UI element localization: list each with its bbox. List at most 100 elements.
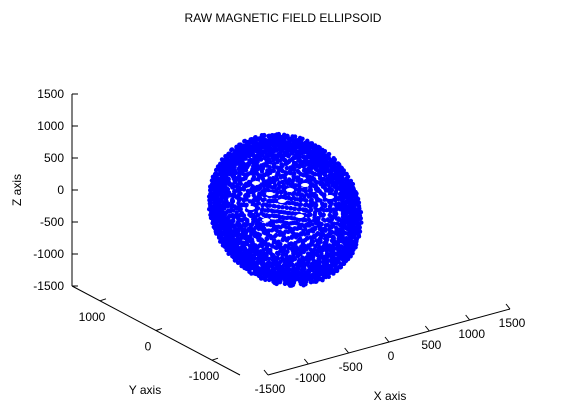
data-point <box>331 260 336 265</box>
data-point <box>312 247 317 252</box>
data-point <box>301 155 306 160</box>
data-point <box>269 179 274 185</box>
data-point <box>324 251 330 256</box>
data-point <box>287 140 292 145</box>
data-point <box>278 225 283 230</box>
data-point <box>279 174 284 179</box>
data-point <box>231 246 236 251</box>
data-point <box>339 232 344 238</box>
data-point <box>223 185 228 190</box>
data-point <box>312 270 317 276</box>
data-point <box>328 202 333 207</box>
data-point <box>322 264 327 269</box>
data-point <box>219 157 225 162</box>
data-point <box>243 183 249 189</box>
data-point <box>243 174 248 179</box>
data-point <box>238 181 243 186</box>
data-point <box>254 149 259 154</box>
data-point <box>232 189 237 194</box>
data-point <box>228 251 233 256</box>
data-point <box>272 209 277 214</box>
data-point <box>274 274 279 279</box>
data-point <box>225 247 230 252</box>
data-point <box>298 262 303 267</box>
data-point <box>274 213 279 219</box>
data-point <box>243 233 249 238</box>
data-point <box>306 162 311 167</box>
data-point <box>275 177 280 182</box>
data-point <box>255 157 260 162</box>
data-point <box>306 148 311 154</box>
data-point <box>301 207 306 212</box>
data-point <box>283 170 288 175</box>
data-point <box>213 222 219 227</box>
data-point <box>302 167 307 172</box>
data-point <box>273 194 278 199</box>
y-tick-mark <box>99 298 107 302</box>
data-point <box>267 203 272 208</box>
data-point <box>306 212 311 218</box>
data-point <box>355 213 360 218</box>
data-point <box>241 197 246 202</box>
data-point <box>270 266 276 272</box>
data-point <box>291 201 297 206</box>
data-point <box>351 225 357 230</box>
data-point <box>277 150 283 156</box>
data-point <box>336 217 342 223</box>
data-point <box>225 170 230 175</box>
data-point <box>285 215 291 220</box>
data-point <box>333 191 338 196</box>
data-point <box>253 168 259 173</box>
data-point <box>261 202 267 207</box>
data-point <box>312 184 317 189</box>
data-point <box>355 219 360 224</box>
data-point <box>243 156 248 161</box>
data-point <box>247 171 252 176</box>
data-point <box>289 241 294 246</box>
data-point <box>248 222 253 228</box>
data-point <box>258 249 263 254</box>
data-point <box>352 203 357 208</box>
data-point <box>298 196 303 201</box>
data-point <box>275 256 281 261</box>
data-point <box>284 151 290 156</box>
data-point <box>350 193 355 198</box>
data-point <box>260 174 265 180</box>
data-point <box>295 202 300 207</box>
data-point <box>281 210 286 215</box>
data-point <box>245 254 250 259</box>
data-point <box>238 207 243 212</box>
data-point <box>297 258 302 263</box>
data-point <box>264 158 269 163</box>
data-point <box>301 249 306 255</box>
data-point <box>253 225 258 230</box>
data-point <box>314 207 319 213</box>
data-point <box>259 137 264 142</box>
data-point <box>271 175 276 181</box>
point-cloud-gap <box>296 214 304 218</box>
x-tick-label: -1500 <box>255 382 286 396</box>
data-point <box>281 249 286 254</box>
x-tick-label: 1000 <box>458 327 485 341</box>
data-point <box>235 161 240 166</box>
data-point <box>256 186 261 192</box>
data-point <box>262 197 267 202</box>
data-point <box>271 199 276 204</box>
z-tick-label: 0 <box>57 183 64 197</box>
data-point <box>326 156 331 161</box>
data-point <box>308 247 313 252</box>
data-point <box>264 213 270 218</box>
data-point <box>267 150 272 156</box>
point-cloud-gap <box>252 181 260 185</box>
data-point <box>315 249 321 254</box>
data-point <box>261 222 266 228</box>
data-point <box>287 201 292 206</box>
data-point <box>337 247 342 252</box>
data-point <box>261 183 266 189</box>
data-point <box>331 156 336 161</box>
data-point <box>333 212 338 218</box>
data-point <box>232 204 237 209</box>
data-point <box>228 192 233 198</box>
data-point <box>272 204 278 209</box>
data-point <box>271 256 276 261</box>
